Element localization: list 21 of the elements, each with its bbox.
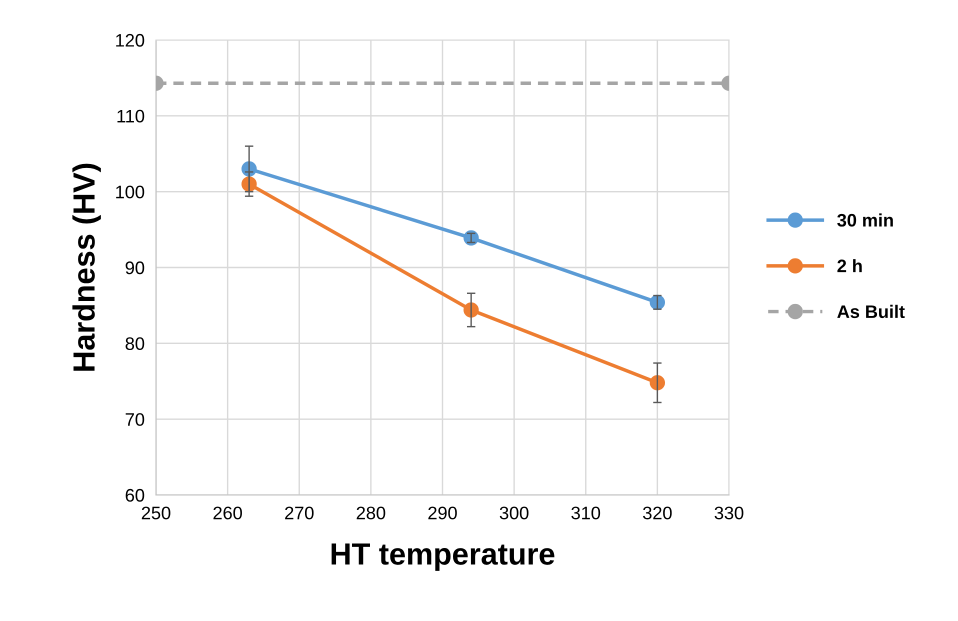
legend-label: As Built [837, 304, 905, 318]
y-tick-label: 80 [126, 337, 144, 350]
x-tick-label: 320 [643, 506, 672, 520]
x-tick-label: 260 [213, 506, 242, 520]
legend-label: 2 h [837, 259, 862, 272]
y-tick-label: 120 [116, 34, 144, 47]
y-tick-label: 90 [126, 261, 144, 274]
y-tick-label: 110 [117, 110, 144, 123]
x-tick-label: 290 [428, 506, 457, 520]
x-tick-label: 330 [714, 506, 744, 520]
y-tick-label: 60 [126, 488, 144, 502]
x-tick-label: 300 [500, 506, 528, 520]
x-tick-label: 250 [142, 506, 170, 520]
y-tick-label: 70 [126, 413, 144, 426]
x-tick-label: 280 [356, 506, 386, 520]
legend-label: 30 min [837, 213, 893, 227]
x-tick-label: 270 [285, 506, 314, 520]
x-axis-title: HT temperature [332, 544, 554, 571]
x-tick-label: 310 [571, 506, 600, 520]
y-axis-title: Hardness (HV) [72, 164, 101, 371]
y-tick-label: 100 [116, 186, 144, 198]
